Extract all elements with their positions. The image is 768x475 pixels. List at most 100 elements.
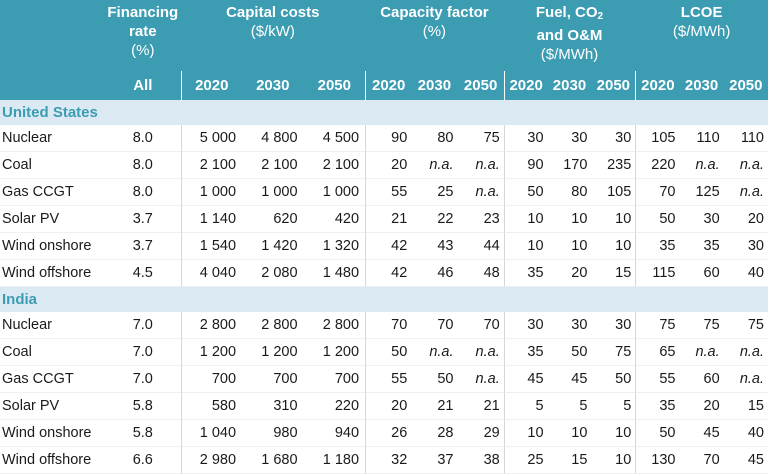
header-lcoe-title: LCOE <box>680 4 723 21</box>
lcoe-cell: 115 <box>635 260 680 287</box>
capital-cost-cell: 2 980 <box>180 447 243 474</box>
capacity-factor-cell: 32 <box>365 447 412 474</box>
capital-cost-cell: 1 140 <box>180 206 243 233</box>
capacity-factor-cell: 21 <box>411 393 458 420</box>
capital-cost-cell: 5 000 <box>180 125 243 152</box>
capital-cost-cell: 4 800 <box>242 125 304 152</box>
header-financing: Financing rate (%) <box>105 0 181 71</box>
fuel-om-cell: 10 <box>591 447 636 474</box>
lcoe-cell: 45 <box>723 447 768 474</box>
fuel-om-cell: 30 <box>591 125 636 152</box>
capital-cost-cell: 1 420 <box>242 233 304 260</box>
fuel-om-cell: 80 <box>547 179 592 206</box>
capital-cost-cell: 940 <box>303 420 366 447</box>
capital-cost-cell: 1 180 <box>303 447 366 474</box>
capacity-factor-cell: n.a. <box>457 366 504 393</box>
table-row: Wind offshore 6.6 2 980 1 680 1 180 32 37 38 25 1… <box>0 447 768 474</box>
technology-cell: Nuclear <box>0 125 106 152</box>
capacity-factor-cell: 28 <box>411 420 458 447</box>
fuel-om-cell: 10 <box>547 420 592 447</box>
financing-rate-cell: 3.7 <box>105 233 181 260</box>
table-row: Gas CCGT 7.0 700 700 700 55 50 n.a. 45 45 50 55 60 n.… <box>0 366 768 393</box>
header-capital-unit: ($/kW) <box>250 23 295 40</box>
financing-rate-cell: 3.7 <box>105 206 181 233</box>
fuel-om-cell: 10 <box>547 206 592 233</box>
capital-cost-cell: 2 080 <box>242 260 304 287</box>
capacity-factor-cell: 70 <box>411 312 458 339</box>
capacity-factor-cell: 75 <box>457 125 504 152</box>
lcoe-cell: 30 <box>679 206 724 233</box>
capital-cost-cell: 2 100 <box>180 152 243 179</box>
capital-cost-cell: 1 040 <box>180 420 243 447</box>
lcoe-cell: n.a. <box>679 339 724 366</box>
lcoe-cell: 40 <box>723 260 768 287</box>
fuel-om-cell: 235 <box>591 152 636 179</box>
subheader-year: 2020 <box>365 71 412 100</box>
fuel-om-cell: 25 <box>503 447 548 474</box>
capacity-factor-cell: n.a. <box>411 152 458 179</box>
subheader-year: 2030 <box>679 71 724 100</box>
table-row: Wind offshore 4.5 4 040 2 080 1 480 42 46 48 35 2… <box>0 260 768 287</box>
financing-rate-cell: 4.5 <box>105 260 181 287</box>
capacity-factor-cell: 20 <box>365 152 412 179</box>
technology-cell: Wind onshore <box>0 233 106 260</box>
fuel-om-cell: 50 <box>503 179 548 206</box>
lcoe-cell: 130 <box>635 447 680 474</box>
lcoe-cell: 60 <box>679 366 724 393</box>
capital-cost-cell: 2 100 <box>303 152 366 179</box>
capital-cost-cell: 980 <box>242 420 304 447</box>
lcoe-cell: 20 <box>679 393 724 420</box>
region-row: India <box>0 287 768 312</box>
lcoe-cell: 50 <box>635 420 680 447</box>
lcoe-cell: 75 <box>723 312 768 339</box>
fuel-om-cell: 170 <box>547 152 592 179</box>
lcoe-cell: 105 <box>635 125 680 152</box>
region-label: India <box>0 287 768 312</box>
capital-cost-cell: 1 200 <box>180 339 243 366</box>
lcoe-cell: 70 <box>679 447 724 474</box>
fuel-om-cell: 10 <box>503 420 548 447</box>
financing-rate-cell: 8.0 <box>105 179 181 206</box>
fuel-om-cell: 15 <box>591 260 636 287</box>
capacity-factor-cell: 29 <box>457 420 504 447</box>
capital-cost-cell: 1 540 <box>180 233 243 260</box>
fuel-om-cell: 50 <box>547 339 592 366</box>
fuel-om-cell: 30 <box>591 312 636 339</box>
table-row: Solar PV 5.8 580 310 220 20 21 21 5 5 5 35 20 15 <box>0 393 768 420</box>
financing-rate-cell: 5.8 <box>105 393 181 420</box>
table-row: Wind onshore 5.8 1 040 980 940 26 28 29 10 10 10 50… <box>0 420 768 447</box>
fuel-om-cell: 45 <box>503 366 548 393</box>
capital-cost-cell: 4 500 <box>303 125 366 152</box>
technology-cell: Wind offshore <box>0 447 106 474</box>
capacity-factor-cell: 70 <box>457 312 504 339</box>
fuel-om-cell: 105 <box>591 179 636 206</box>
fuel-om-cell: 5 <box>591 393 636 420</box>
header-fuel-unit: ($/MWh) <box>540 46 599 63</box>
capital-cost-cell: 1 000 <box>242 179 304 206</box>
lcoe-cell: 70 <box>635 179 680 206</box>
capacity-factor-cell: 38 <box>457 447 504 474</box>
lcoe-cell: 125 <box>679 179 724 206</box>
financing-rate-cell: 7.0 <box>105 339 181 366</box>
lcoe-cell: n.a. <box>723 366 768 393</box>
lcoe-cell: 35 <box>635 393 680 420</box>
header-financing-line1: Financing <box>107 4 179 21</box>
header-capacity-title: Capacity factor <box>380 4 489 21</box>
lcoe-cell: 30 <box>723 233 768 260</box>
header-financing-line2: rate <box>129 23 157 40</box>
lcoe-cell: 50 <box>635 206 680 233</box>
region-label: United States <box>0 100 768 125</box>
capacity-factor-cell: 23 <box>457 206 504 233</box>
capacity-factor-cell: 25 <box>411 179 458 206</box>
capital-cost-cell: 700 <box>242 366 304 393</box>
fuel-om-cell: 5 <box>547 393 592 420</box>
header-capital-title: Capital costs <box>226 4 320 21</box>
capital-cost-cell: 1 320 <box>303 233 366 260</box>
lcoe-cell: n.a. <box>723 339 768 366</box>
fuel-om-cell: 10 <box>503 233 548 260</box>
fuel-om-cell: 30 <box>547 312 592 339</box>
fuel-om-cell: 10 <box>591 420 636 447</box>
financing-rate-cell: 5.8 <box>105 420 181 447</box>
financing-rate-cell: 6.6 <box>105 447 181 474</box>
